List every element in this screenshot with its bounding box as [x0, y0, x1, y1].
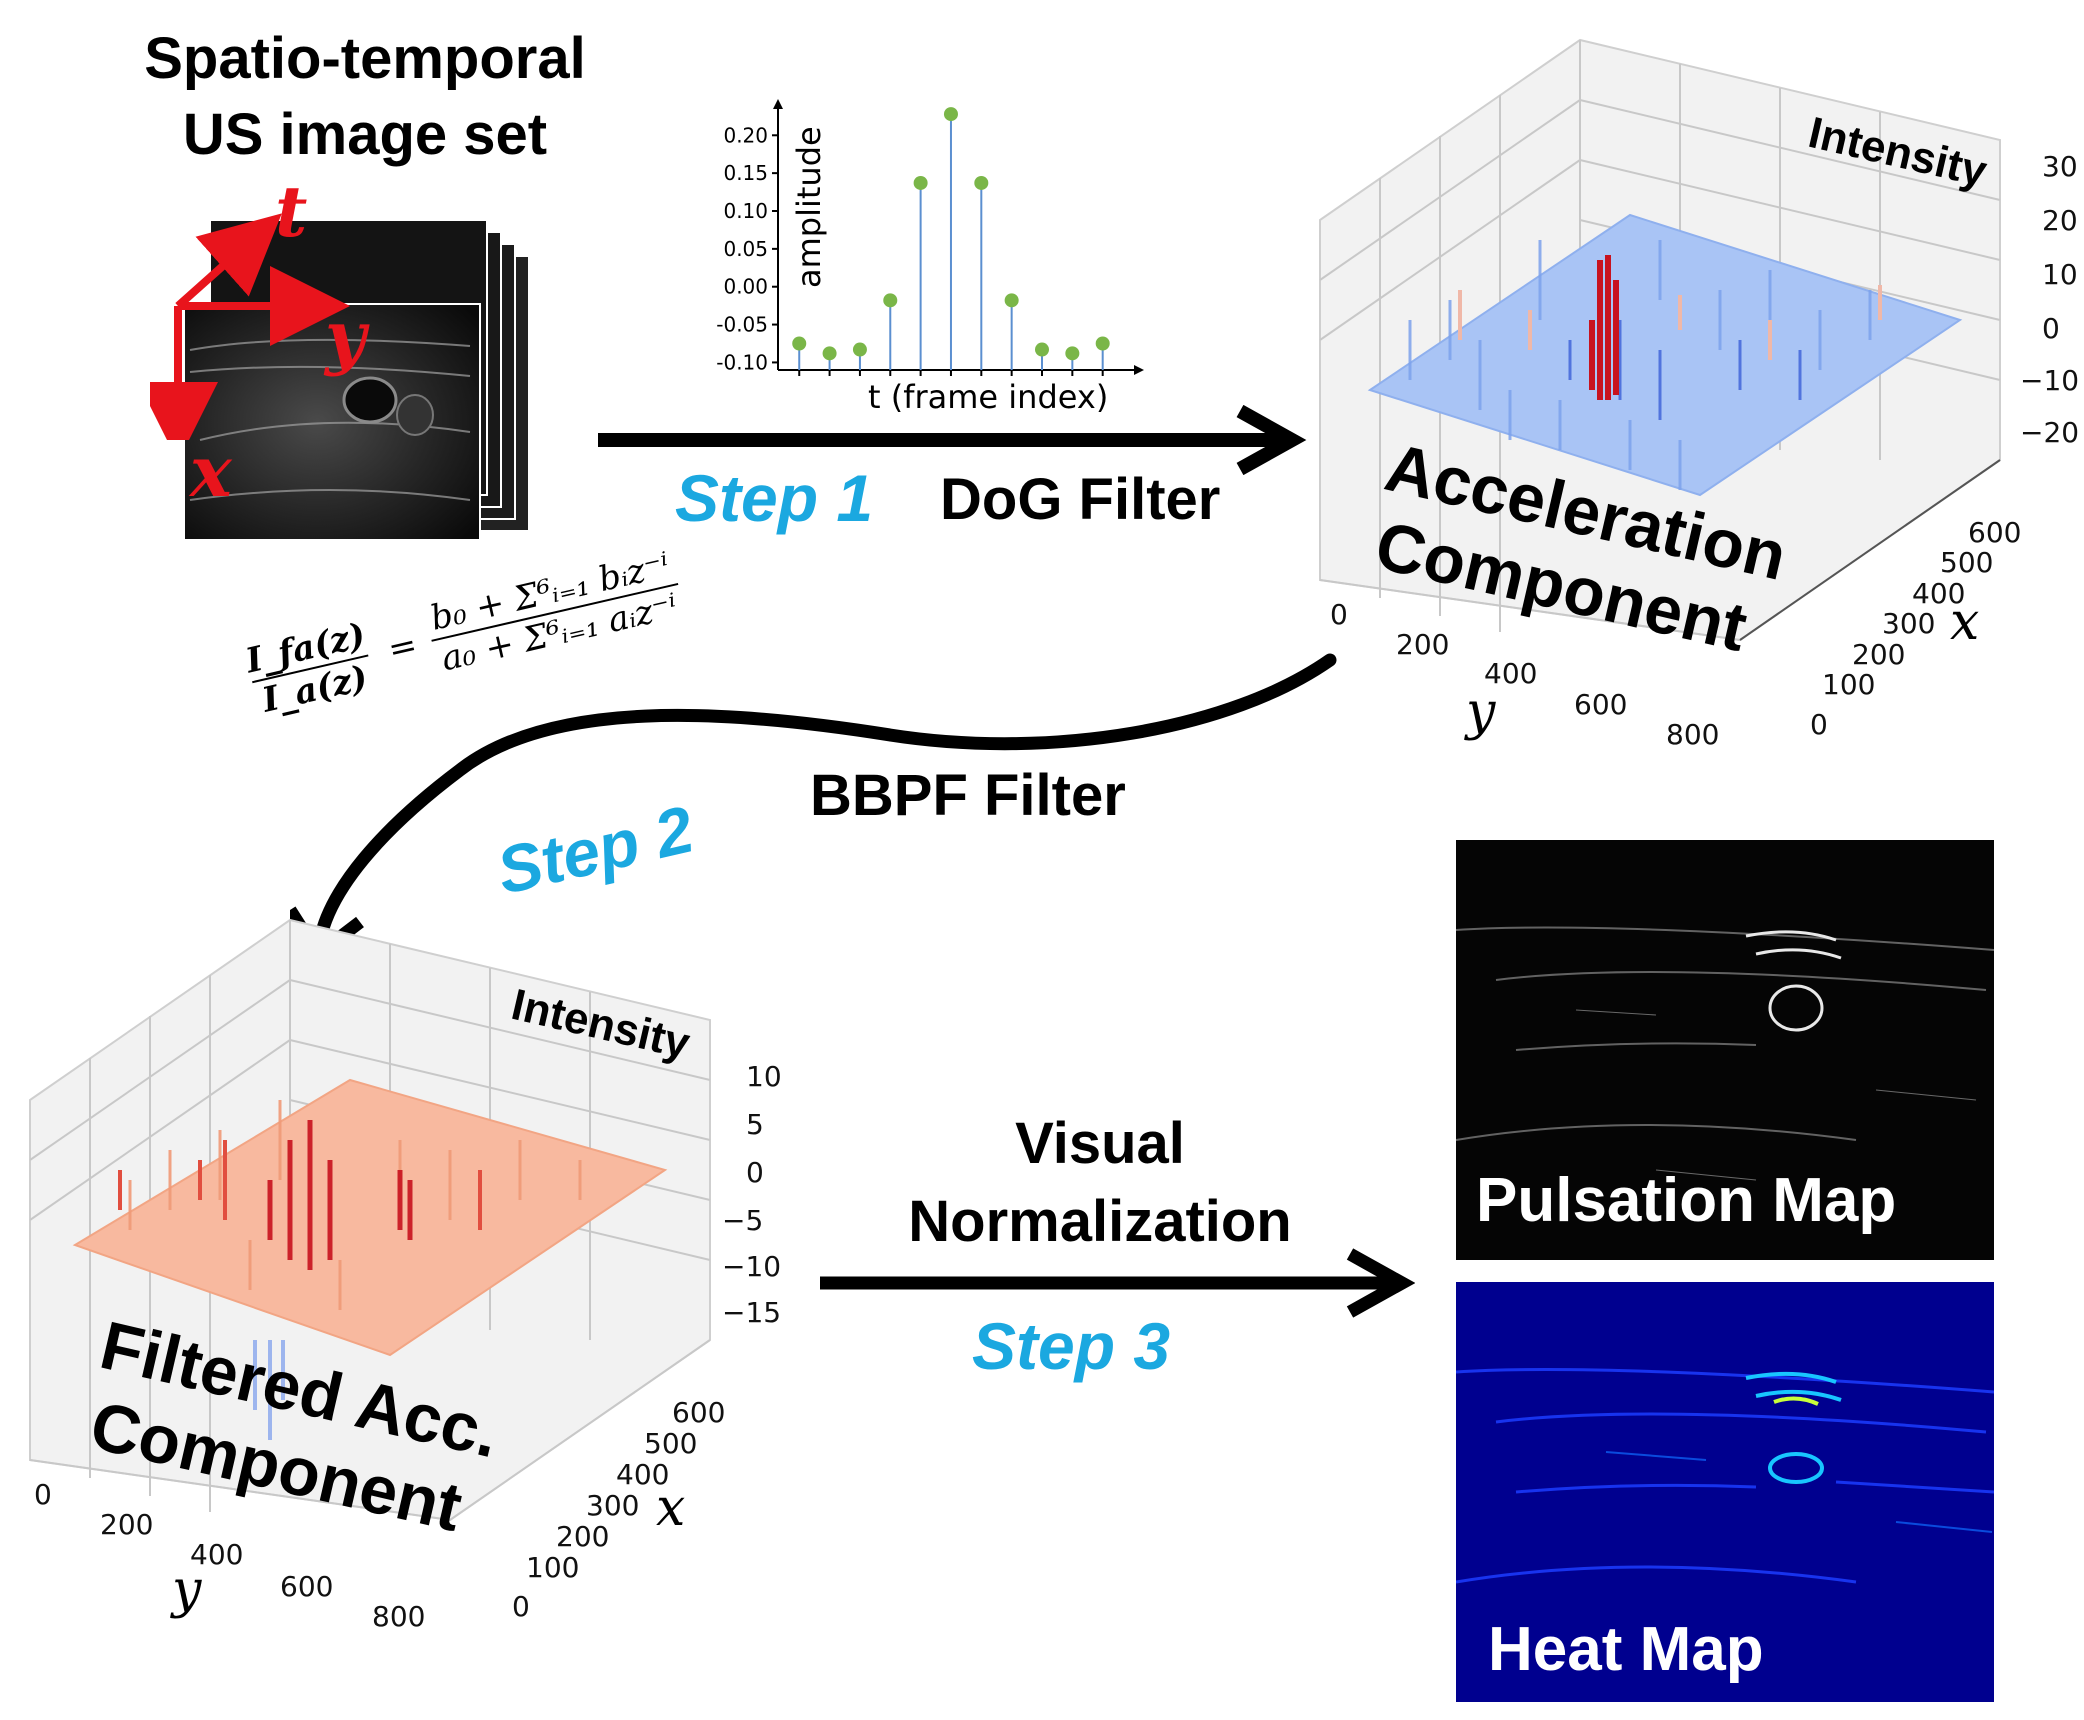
dog-kernel-chart: 0.20 0.15 0.10 0.05 0.00 -0.05 -0.10: [700, 95, 1150, 415]
acc-y-tick-200: 200: [1396, 628, 1450, 661]
step3-name-line-1: Visual: [1015, 1111, 1185, 1176]
acc-y-var: y: [1466, 682, 1496, 742]
filtered-y-tick-800: 800: [372, 1600, 426, 1633]
dog-xlabel: t (frame index): [868, 378, 1109, 416]
x-axis-label: x: [190, 430, 232, 513]
filtered-x-tick-100: 100: [526, 1551, 580, 1584]
acc-z-tick-0: 0: [2042, 312, 2060, 345]
acc-x-tick-100: 100: [1822, 668, 1876, 701]
dog-y-tick-label: 0.15: [723, 161, 768, 185]
filtered-x-var: x: [656, 1478, 686, 1538]
step3-label: Step 3: [972, 1309, 1171, 1383]
y-axis-label: y: [325, 295, 366, 378]
acc-x-tick-500: 500: [1940, 546, 1994, 579]
filtered-z-tick-0: 0: [746, 1156, 764, 1189]
filtered-x-tick-0: 0: [512, 1590, 530, 1623]
title-line-2: US image set: [182, 102, 548, 167]
step2-name: BBPF Filter: [810, 763, 1126, 828]
dog-stem-marker: [1035, 342, 1049, 357]
filtered-z-tick-m15: −15: [722, 1296, 782, 1329]
filtered-x-tick-600: 600: [672, 1396, 726, 1429]
title-line-1: Spatio-temporal: [144, 26, 586, 91]
dog-y-tick-label: 0.00: [723, 275, 768, 299]
step3-arrow: [815, 1248, 1416, 1318]
heat-map-label: Heat Map: [1488, 1615, 1764, 1684]
filtered-surface-plot: [20, 900, 740, 1620]
dog-stem-marker: [974, 175, 989, 190]
dog-x-axis-arrow: [1134, 365, 1144, 375]
acceleration-surface-plot: [1300, 20, 2080, 760]
step1-arrow: [590, 404, 1310, 476]
dog-stem-marker: [1095, 336, 1110, 351]
acc-x-tick-300: 300: [1882, 607, 1936, 640]
filtered-z-tick-10: 10: [746, 1060, 782, 1093]
filtered-y-tick-600: 600: [280, 1570, 334, 1603]
acc-x-tick-0: 0: [1810, 708, 1828, 741]
dog-stem-marker: [943, 107, 958, 122]
filtered-x-tick-200: 200: [556, 1520, 610, 1553]
filtered-y-tick-400: 400: [190, 1538, 244, 1571]
acc-z-tick-30: 30: [2042, 150, 2078, 183]
acc-y-tick-800: 800: [1666, 718, 1720, 751]
filtered-x-tick-500: 500: [644, 1427, 698, 1460]
filtered-x-tick-300: 300: [586, 1489, 640, 1522]
filtered-z-tick-5: 5: [746, 1108, 764, 1141]
filtered-y-tick-0: 0: [34, 1478, 52, 1511]
dog-stem-marker: [1065, 346, 1080, 361]
step1-label: Step 1: [675, 461, 874, 535]
pulsation-map: Pulsation Map: [1456, 840, 1994, 1260]
dog-y-tick-label: -0.10: [716, 350, 768, 374]
t-axis-label: t: [275, 170, 308, 253]
dog-y-tick-label: 0.10: [723, 199, 768, 223]
step1-name: DoG Filter: [940, 467, 1221, 532]
eq-equals: =: [384, 624, 422, 671]
acc-z-tick-10: 10: [2042, 258, 2078, 291]
acc-y-tick-0: 0: [1330, 598, 1348, 631]
step3-name-line-2: Normalization: [908, 1189, 1292, 1254]
pulsation-map-label: Pulsation Map: [1476, 1166, 1897, 1235]
filtered-z-tick-m5: −5: [722, 1204, 764, 1237]
dog-y-axis-arrow: [773, 99, 783, 109]
dog-stem-marker: [1004, 293, 1019, 308]
filtered-y-var: y: [172, 1560, 202, 1620]
acc-z-tick-m20: −20: [2020, 416, 2080, 449]
acc-y-tick-400: 400: [1484, 657, 1538, 690]
acc-y-tick-600: 600: [1574, 688, 1628, 721]
acc-x-tick-600: 600: [1968, 516, 2022, 549]
acc-x-var: x: [1950, 592, 1980, 652]
dog-y-tick-label: 0.05: [723, 237, 768, 261]
coordinate-axes: [138, 210, 430, 462]
dog-stem-marker: [852, 342, 867, 357]
dog-stem-marker: [822, 346, 837, 361]
dog-stem-marker: [913, 175, 928, 190]
heat-map: Heat Map: [1456, 1282, 1994, 1702]
acc-z-tick-m10: −10: [2020, 364, 2080, 397]
acc-x-tick-400: 400: [1912, 577, 1966, 610]
filtered-y-tick-200: 200: [100, 1508, 154, 1541]
filtered-z-tick-m10: −10: [722, 1250, 782, 1283]
acc-z-tick-20: 20: [2042, 204, 2078, 237]
acc-x-tick-200: 200: [1852, 638, 1906, 671]
dog-ylabel: amplitude: [790, 126, 828, 288]
ultrasound-image-stack: [170, 200, 540, 541]
filtered-x-tick-400: 400: [616, 1458, 670, 1491]
dog-y-tick-label: -0.05: [716, 313, 768, 337]
dog-stem-marker: [883, 293, 898, 308]
dog-y-tick-label: 0.20: [723, 123, 768, 147]
dog-stem-marker: [792, 336, 807, 351]
